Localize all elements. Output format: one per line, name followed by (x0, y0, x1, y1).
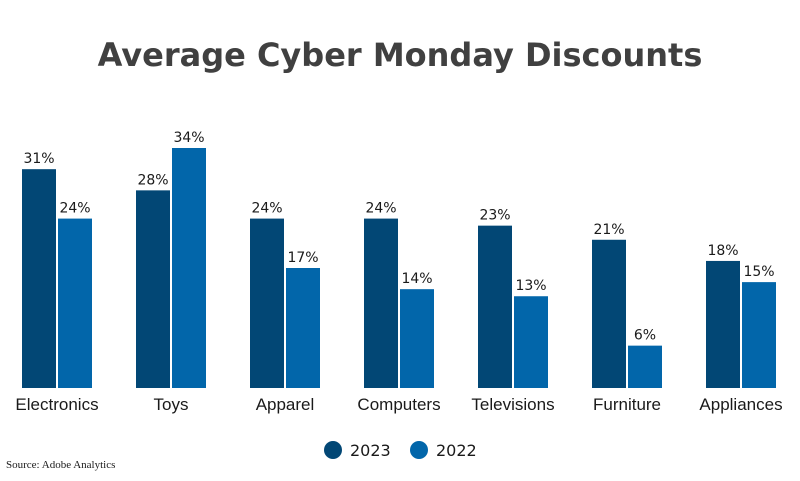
bar-computers-2022 (400, 289, 434, 388)
value-label-toys-2023: 28% (137, 172, 168, 188)
bar-electronics-2023 (22, 169, 56, 388)
bar-televisions-2022 (514, 296, 548, 388)
bar-toys-2023 (136, 190, 170, 388)
category-label-furniture: Furniture (593, 395, 661, 414)
bar-appliances-2023 (706, 260, 740, 388)
legend-swatch-2022 (410, 441, 428, 459)
legend-item-2022: 2022 (410, 441, 477, 460)
bar-apparel-2022 (286, 268, 320, 388)
value-label-apparel-2022: 17% (287, 250, 318, 266)
category-group-toys: 28% 34% Toys (136, 130, 206, 414)
value-label-computers-2022: 14% (401, 271, 432, 287)
legend-label-2023: 2023 (350, 441, 391, 460)
source-note: Source: Adobe Analytics (6, 459, 115, 471)
bar-appliances-2022 (742, 282, 776, 388)
bar-computers-2023 (364, 218, 398, 388)
category-group-appliances: 18% 15% Appliances (699, 243, 782, 414)
bars-layer: 31% 24% Electronics 28% 34% Toys 24% 17% Apparel… (15, 130, 782, 414)
category-label-electronics: Electronics (15, 395, 98, 414)
category-group-televisions: 23% 13% Televisions (471, 208, 554, 414)
value-label-furniture-2023: 21% (593, 222, 624, 238)
legend-item-2023: 2023 (324, 441, 391, 460)
value-label-toys-2022: 34% (173, 130, 204, 146)
legend-swatch-2023 (324, 441, 342, 459)
value-label-electronics-2023: 31% (23, 151, 54, 167)
legend-label-2022: 2022 (436, 441, 477, 460)
value-label-appliances-2022: 15% (743, 264, 774, 280)
value-label-televisions-2023: 23% (479, 208, 510, 224)
legend: 2023 2022 (324, 441, 477, 460)
bar-toys-2022 (172, 148, 206, 388)
category-group-computers: 24% 14% Computers (357, 201, 440, 414)
category-label-televisions: Televisions (471, 395, 554, 414)
category-label-apparel: Apparel (256, 395, 315, 414)
category-label-toys: Toys (154, 395, 189, 414)
value-label-apparel-2023: 24% (251, 201, 282, 217)
bar-furniture-2023 (592, 239, 626, 388)
value-label-furniture-2022: 6% (634, 328, 656, 344)
value-label-electronics-2022: 24% (59, 201, 90, 217)
value-label-appliances-2023: 18% (707, 243, 738, 259)
category-group-apparel: 24% 17% Apparel (250, 201, 320, 414)
value-label-televisions-2022: 13% (515, 278, 546, 294)
bar-furniture-2022 (628, 345, 662, 388)
value-label-computers-2023: 24% (365, 201, 396, 217)
chart-title: Average Cyber Monday Discounts (98, 36, 703, 74)
bar-televisions-2023 (478, 225, 512, 388)
category-label-computers: Computers (357, 395, 440, 414)
bar-electronics-2022 (58, 218, 92, 388)
category-label-appliances: Appliances (699, 395, 782, 414)
category-group-electronics: 31% 24% Electronics (15, 151, 98, 414)
category-group-furniture: 21% 6% Furniture (592, 222, 662, 414)
bar-apparel-2023 (250, 218, 284, 388)
